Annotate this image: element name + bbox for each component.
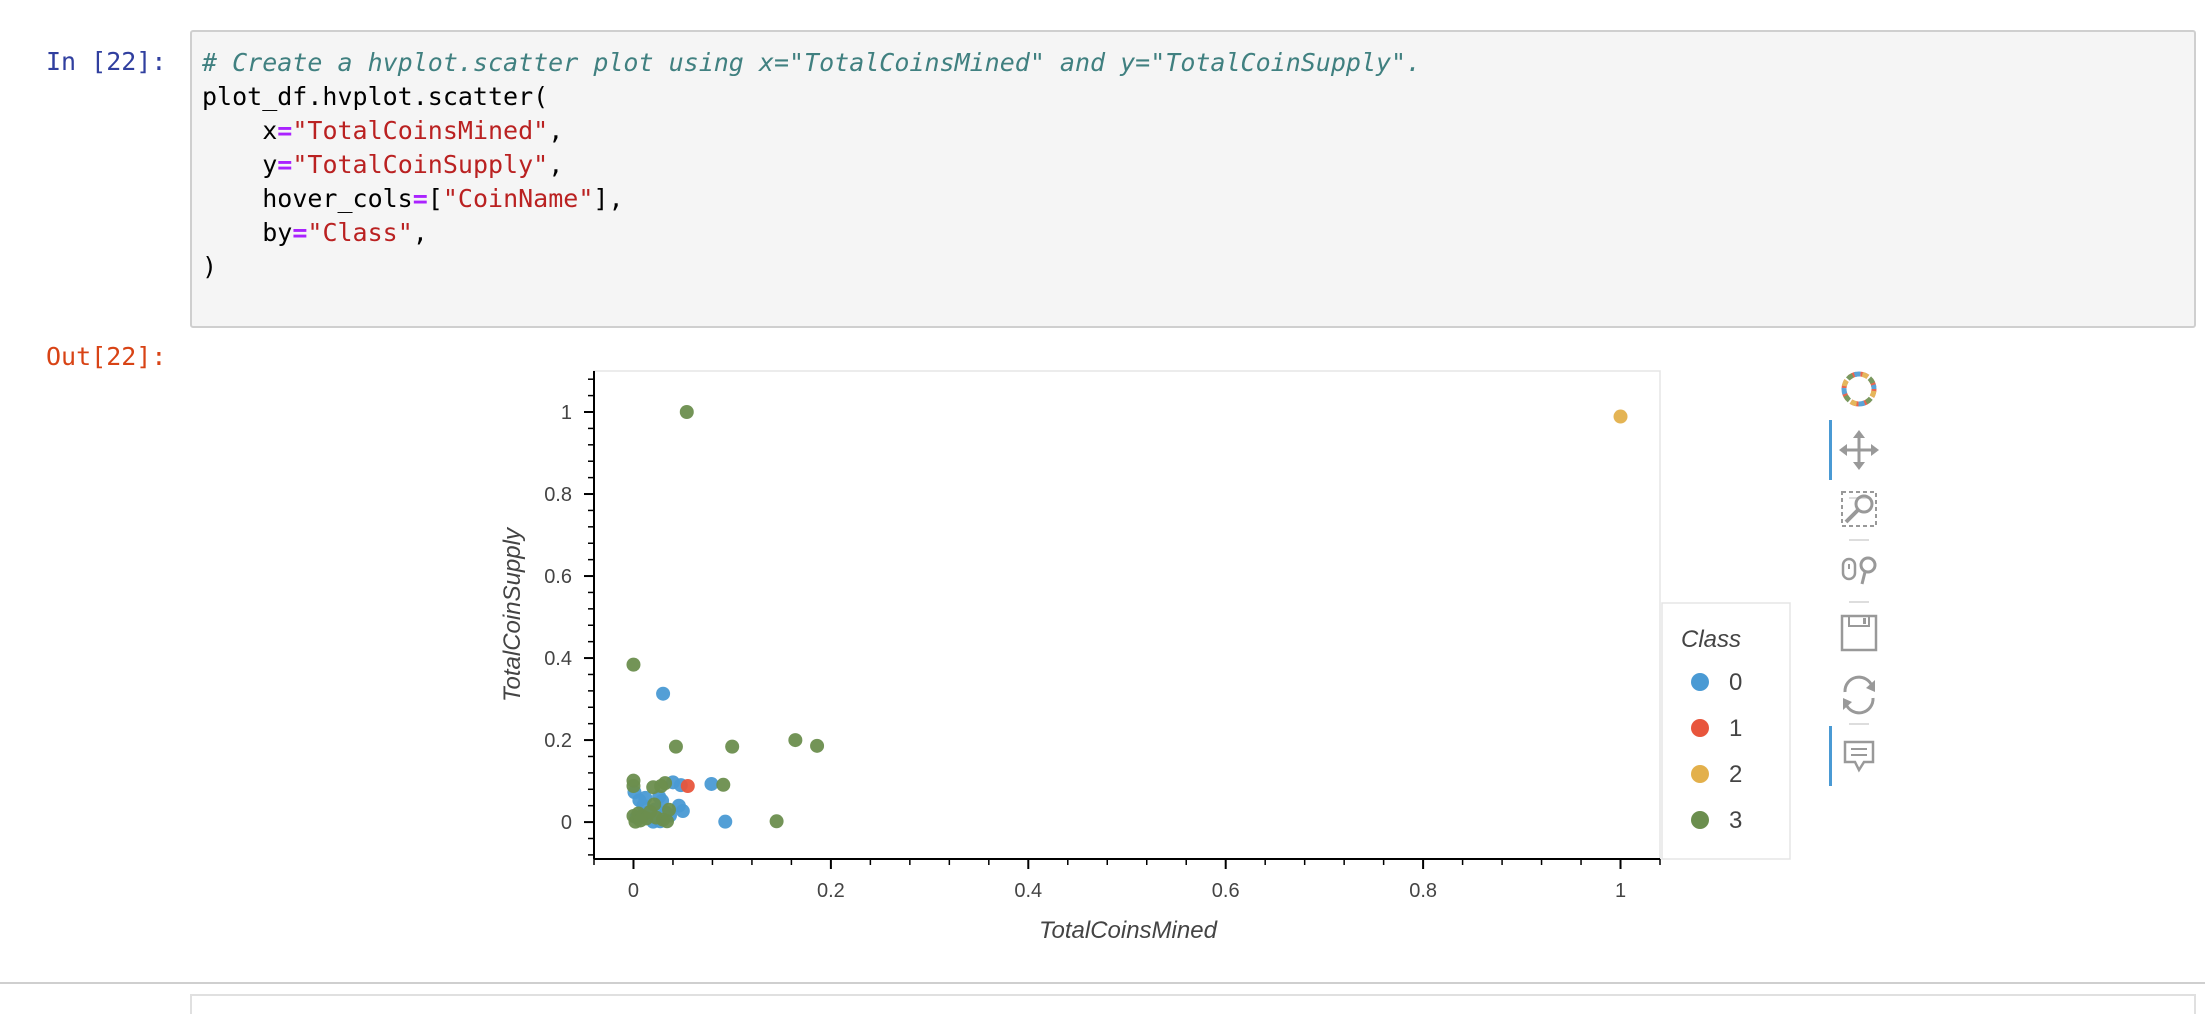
code-comma: ,	[608, 184, 624, 213]
box-zoom-icon[interactable]	[1841, 491, 1877, 527]
scatter-point-class-0[interactable]	[718, 814, 733, 829]
scatter-point-class-3[interactable]	[788, 733, 803, 748]
legend-label[interactable]: 1	[1729, 715, 1742, 742]
code-comment: # Create a hvplot.scatter plot using x="…	[202, 48, 1422, 77]
data-points	[626, 405, 1628, 829]
cell-divider	[0, 982, 2205, 984]
bokeh-logo-icon[interactable]	[1841, 371, 1877, 407]
scatter-point-class-3[interactable]	[679, 405, 694, 420]
code-by-val: "Class"	[307, 218, 413, 247]
wheel-zoom-icon[interactable]	[1841, 556, 1877, 585]
x-tick-label: 0.2	[817, 880, 845, 902]
scatter-point-class-0[interactable]	[704, 776, 719, 791]
scatter-point-class-3[interactable]	[658, 776, 673, 791]
code-op: =	[277, 116, 293, 145]
y-tick-label: 0.2	[544, 730, 572, 752]
code-x-kw: x	[262, 116, 278, 145]
legend-label[interactable]: 2	[1729, 761, 1742, 788]
code-call: plot_df.hvplot.scatter(	[202, 82, 549, 111]
legend-title: Class	[1681, 626, 1741, 653]
legend-label[interactable]: 0	[1729, 669, 1742, 696]
hover-icon[interactable]	[1843, 740, 1875, 773]
legend-marker[interactable]	[1691, 811, 1709, 829]
scatter-point-class-3[interactable]	[668, 739, 683, 754]
scatter-point-class-3[interactable]	[647, 797, 662, 812]
code-editor[interactable]: # Create a hvplot.scatter plot using x="…	[202, 46, 1421, 284]
code-comma: ,	[412, 218, 428, 247]
y-tick-label: 0.8	[544, 484, 572, 506]
x-tick-label: 1	[1615, 880, 1626, 902]
code-comma: ,	[548, 150, 564, 179]
scatter-point-class-3[interactable]	[725, 739, 740, 754]
plot-frame	[593, 370, 1661, 860]
code-by-kw: by	[262, 218, 293, 247]
scatter-point-class-0[interactable]	[656, 686, 671, 701]
scatter-point-class-2[interactable]	[1613, 409, 1628, 424]
x-tick-label: 0.4	[1014, 880, 1042, 902]
x-tick-label: 0	[628, 880, 639, 902]
legend-marker[interactable]	[1691, 673, 1709, 691]
scatter-point-class-3[interactable]	[626, 657, 641, 672]
code-op: =	[292, 218, 308, 247]
code-close: )	[202, 252, 218, 281]
plot-toolbar	[1829, 371, 1879, 786]
scatter-point-class-3[interactable]	[626, 779, 641, 794]
x-tick-label: 0.6	[1212, 880, 1240, 902]
input-prompt: In [22]:	[46, 47, 167, 76]
reset-icon[interactable]	[1843, 675, 1875, 715]
y-tick-label: 0.6	[544, 566, 572, 588]
legend-marker[interactable]	[1691, 765, 1709, 783]
y-axis: 0 0.2 0.4 0.6 0.8 1	[544, 378, 594, 856]
scatter-point-class-1[interactable]	[680, 779, 695, 794]
y-tick-label: 0	[561, 812, 572, 834]
scatter-point-class-3[interactable]	[662, 802, 677, 817]
code-y-kw: y	[262, 150, 278, 179]
code-hover-kw: hover_cols	[262, 184, 413, 213]
legend: 0 1 2 3	[1691, 669, 1742, 834]
scatter-point-class-3[interactable]	[716, 777, 731, 792]
scatter-point-class-3[interactable]	[660, 814, 675, 829]
code-y-val: "TotalCoinSupply"	[292, 150, 549, 179]
pan-active-indicator	[1829, 420, 1832, 480]
y-axis-title: TotalCoinSupply	[499, 526, 526, 702]
scatter-point-class-3[interactable]	[633, 813, 648, 828]
y-tick-label: 1	[561, 402, 572, 424]
x-tick-label: 0.8	[1409, 880, 1437, 902]
scatter-point-class-0[interactable]	[675, 804, 690, 819]
pan-icon[interactable]	[1839, 430, 1879, 470]
code-op: =	[412, 184, 428, 213]
code-x-val: "TotalCoinsMined"	[292, 116, 549, 145]
hover-active-indicator	[1829, 726, 1832, 786]
code-cell[interactable]: # Create a hvplot.scatter plot using x="…	[190, 30, 2196, 328]
next-code-cell[interactable]	[190, 994, 2196, 1014]
scatter-point-class-3[interactable]	[810, 738, 825, 753]
save-icon[interactable]	[1840, 614, 1878, 652]
scatter-point-class-3[interactable]	[769, 814, 784, 829]
x-axis: 0 0.2 0.4 0.6 0.8 1	[593, 859, 1661, 902]
legend-marker[interactable]	[1691, 719, 1709, 737]
code-bracket-open: [	[427, 184, 443, 213]
code-bracket-close: ]	[593, 184, 609, 213]
legend-box	[1661, 602, 1791, 860]
code-op: =	[277, 150, 293, 179]
code-comma: ,	[548, 116, 564, 145]
legend-label[interactable]: 3	[1729, 807, 1742, 834]
output-prompt: Out[22]:	[46, 342, 167, 371]
y-tick-label: 0.4	[544, 648, 572, 670]
code-hover-val: "CoinName"	[442, 184, 594, 213]
x-axis-title: TotalCoinsMined	[1039, 917, 1218, 944]
